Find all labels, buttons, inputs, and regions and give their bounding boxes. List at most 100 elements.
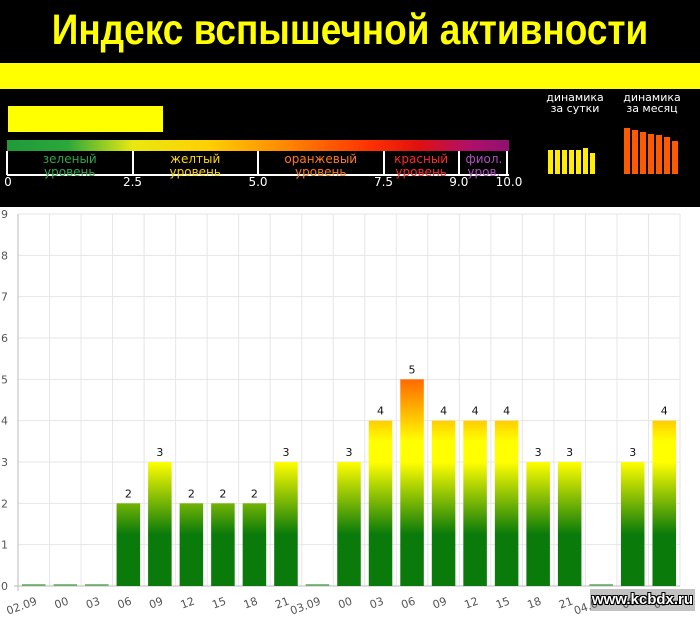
bar-value-label: 3 (629, 446, 636, 459)
bar (274, 462, 298, 586)
bar (305, 584, 330, 586)
x-tick-label: 03 (84, 595, 102, 612)
sparkbar (548, 150, 553, 174)
scale-tick-mark (257, 151, 259, 175)
bar (148, 462, 172, 586)
level-label: оранжевый уровень (284, 152, 358, 179)
bar-value-label: 4 (503, 405, 510, 418)
x-tick-label: 09 (147, 595, 165, 612)
sparkbar (648, 134, 654, 174)
dynamics-month-label: динамика за месяц (623, 91, 681, 115)
bar (85, 584, 109, 586)
bar-value-label: 2 (251, 487, 258, 500)
bar (242, 503, 267, 586)
x-tick-label: 15 (210, 595, 228, 612)
status-banner (0, 63, 700, 89)
bar (557, 462, 582, 586)
bar-value-label: 2 (125, 487, 132, 500)
x-tick-label: 21 (557, 595, 575, 612)
y-tick-label: 6 (1, 332, 8, 345)
bar (368, 420, 393, 586)
scale-tick-label: 2.5 (122, 175, 143, 189)
bar (211, 503, 235, 586)
current-level-bar (8, 106, 163, 132)
level-label: желтый уровень (169, 152, 221, 179)
sparkbar (656, 135, 662, 174)
x-tick-label: 06 (399, 595, 417, 612)
scale-tick-mark (457, 151, 460, 175)
x-tick-label: 03 (652, 595, 670, 612)
bar-value-label: 4 (377, 405, 384, 418)
bar (337, 462, 361, 586)
bar-value-label: 3 (346, 446, 353, 459)
bar (652, 420, 676, 586)
bar (22, 584, 46, 586)
level-scale-gradient (7, 140, 509, 151)
bar (589, 584, 613, 586)
x-tick-label: 02.09 (5, 595, 39, 617)
bar-value-label: 3 (156, 446, 163, 459)
sparkbar (624, 128, 630, 174)
sparkbar (583, 148, 588, 174)
y-tick-label: 5 (1, 373, 8, 386)
y-tick-label: 7 (1, 291, 8, 304)
x-tick-label: 15 (494, 595, 512, 612)
x-tick-label: 06 (116, 595, 134, 612)
bar (620, 462, 645, 586)
level-label: красный уровень (394, 152, 449, 179)
scale-tick-mark (6, 151, 8, 175)
x-tick-label: 18 (242, 595, 260, 612)
y-tick-label: 1 (1, 539, 8, 552)
x-tick-label: 21 (273, 595, 291, 612)
watermark: www.kcbdx.ru (590, 589, 695, 611)
scale-tick-label: 5.0 (248, 175, 268, 189)
bar-value-label: 3 (282, 446, 289, 459)
sparkbar (590, 153, 595, 174)
y-tick-label: 4 (1, 415, 8, 428)
bar-value-label: 2 (188, 487, 195, 500)
sparkbar (569, 150, 574, 174)
y-tick-label: 0 (1, 580, 8, 593)
bar-value-label: 5 (409, 363, 416, 376)
scale-tick-label: 7.5 (373, 175, 394, 189)
bar-value-label: 4 (661, 405, 668, 418)
scale-tick-label: 10.0 (495, 175, 523, 189)
x-tick-label: 00 (336, 595, 354, 612)
x-tick-label: 09 (431, 595, 449, 612)
bar-value-label: 3 (566, 446, 573, 459)
dynamics-day-label: динамика за сутки (546, 91, 604, 115)
x-tick-label: 03.09 (288, 595, 322, 617)
level-label: зеленый уровень (42, 152, 97, 179)
x-tick-label: 18 (526, 595, 544, 612)
page-title: Индекс вспышечной активности (51, 6, 649, 54)
scale-tick-mark (131, 151, 134, 175)
bar (400, 379, 424, 586)
scale-baseline (7, 174, 509, 176)
bar-value-label: 3 (535, 446, 542, 459)
scale-tick-label: 0 (4, 175, 12, 189)
bar (463, 420, 487, 586)
bar (431, 420, 456, 586)
y-tick-label: 9 (1, 208, 8, 221)
x-tick-label: 12 (463, 595, 481, 612)
sparkbar (576, 150, 581, 174)
scale-tick-label: 9.0 (449, 175, 469, 189)
sparkbar (664, 137, 670, 174)
sparkbar (632, 130, 638, 174)
level-label: фиол. уров. (465, 152, 503, 179)
bar (494, 420, 519, 586)
x-tick-label: 00 (53, 595, 71, 612)
bar-value-label: 4 (472, 405, 479, 418)
bar (526, 462, 550, 586)
bar (179, 503, 204, 586)
bar-value-label: 4 (440, 405, 447, 418)
y-tick-label: 2 (1, 497, 8, 510)
sparkbar (672, 141, 678, 174)
x-tick-label: 12 (179, 595, 197, 612)
sparkbar (562, 150, 567, 174)
x-tick-label: 00 (620, 595, 638, 612)
bar (53, 584, 78, 586)
scale-tick-mark (506, 151, 508, 175)
bar-value-label: 2 (219, 487, 226, 500)
